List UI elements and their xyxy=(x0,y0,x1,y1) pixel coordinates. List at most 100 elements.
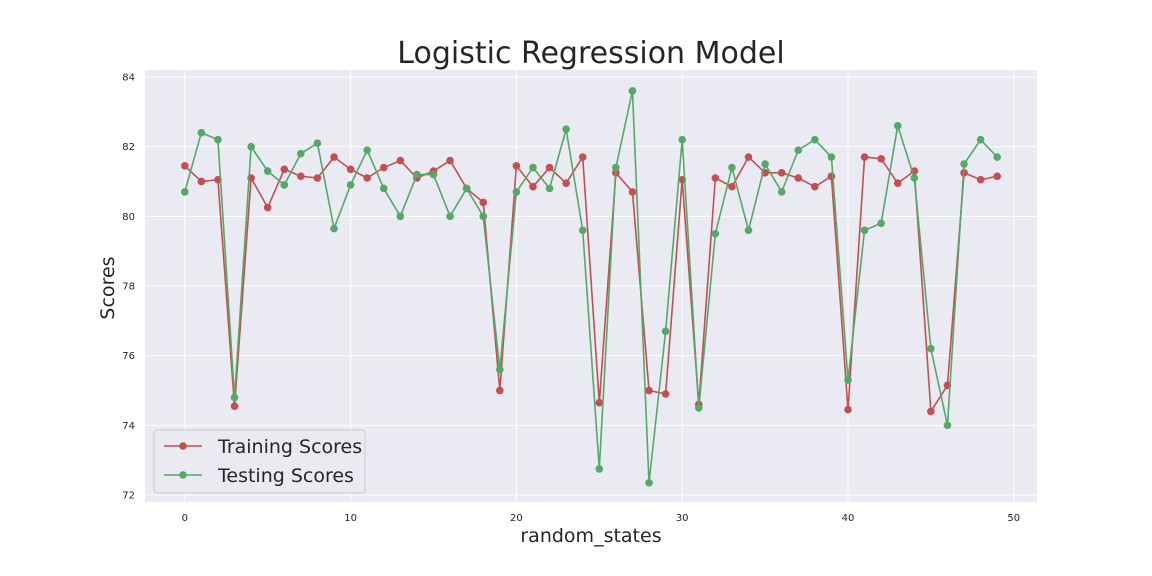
data-point-testing-scores xyxy=(744,226,753,235)
x-tick-label: 30 xyxy=(676,513,689,524)
data-point-training-scores xyxy=(346,165,355,174)
data-point-testing-scores xyxy=(446,212,454,221)
data-point-testing-scores xyxy=(761,160,769,168)
data-point-testing-scores xyxy=(413,170,421,179)
y-tick-label: 80 xyxy=(122,212,135,223)
data-point-testing-scores xyxy=(877,219,885,228)
data-point-testing-scores xyxy=(811,135,819,144)
data-point-training-scores xyxy=(280,165,289,174)
data-point-testing-scores xyxy=(794,146,803,154)
data-point-testing-scores xyxy=(976,135,985,144)
data-point-training-scores xyxy=(297,172,305,181)
data-point-training-scores xyxy=(976,175,985,184)
data-point-testing-scores xyxy=(379,184,388,193)
data-point-training-scores xyxy=(512,162,521,170)
data-point-testing-scores xyxy=(330,224,338,233)
data-point-training-scores xyxy=(446,156,454,165)
data-point-training-scores xyxy=(545,163,554,172)
data-point-training-scores xyxy=(396,156,405,165)
data-point-training-scores xyxy=(827,172,836,181)
x-tick-label: 10 xyxy=(344,513,357,524)
data-point-training-scores xyxy=(860,153,869,161)
data-point-testing-scores xyxy=(529,163,537,172)
legend-marker-testing xyxy=(179,471,187,479)
data-point-training-scores xyxy=(379,163,388,172)
data-point-training-scores xyxy=(844,405,852,414)
legend-label-testing: Testing Scores xyxy=(217,465,354,487)
data-point-testing-scores xyxy=(396,212,405,221)
data-point-training-scores xyxy=(578,153,587,161)
data-point-training-scores xyxy=(927,407,935,416)
legend: Training Scores Testing Scores xyxy=(153,429,366,494)
data-point-testing-scores xyxy=(960,160,968,168)
data-point-training-scores xyxy=(263,203,272,212)
series-line-training-scores xyxy=(184,156,998,413)
data-point-training-scores xyxy=(313,174,322,182)
data-point-testing-scores xyxy=(645,479,653,487)
legend-marker-training xyxy=(179,442,187,450)
data-point-testing-scores xyxy=(578,226,587,235)
data-point-testing-scores xyxy=(346,181,355,189)
data-point-testing-scores xyxy=(728,163,736,172)
data-point-training-scores xyxy=(811,182,819,191)
y-tick-label: 82 xyxy=(122,142,135,153)
data-point-testing-scores xyxy=(927,344,935,353)
data-point-testing-scores xyxy=(844,376,852,384)
data-point-testing-scores xyxy=(993,153,1002,161)
data-point-testing-scores xyxy=(297,149,305,158)
x-tick-label: 50 xyxy=(1007,513,1020,524)
x-tick-label: 40 xyxy=(842,513,855,524)
data-point-testing-scores xyxy=(827,153,836,161)
data-point-testing-scores xyxy=(313,139,322,147)
legend-box xyxy=(153,429,366,494)
data-point-training-scores xyxy=(479,198,488,207)
data-point-training-scores xyxy=(230,402,239,410)
data-point-training-scores xyxy=(744,153,753,161)
data-point-testing-scores xyxy=(496,365,504,374)
data-point-training-scores xyxy=(628,188,637,196)
data-point-testing-scores xyxy=(263,167,272,175)
data-point-testing-scores xyxy=(777,188,786,196)
x-tick-labels: 0 10 20 30 40 50 xyxy=(182,513,1021,524)
data-point-testing-scores xyxy=(910,174,919,182)
data-point-training-scores xyxy=(496,386,504,395)
data-point-testing-scores xyxy=(479,212,488,221)
data-point-training-scores xyxy=(180,162,189,170)
data-point-testing-scores xyxy=(230,393,239,402)
data-point-training-scores xyxy=(728,182,736,191)
data-point-testing-scores xyxy=(214,135,222,144)
data-point-testing-scores xyxy=(197,128,206,137)
data-point-testing-scores xyxy=(893,121,902,130)
data-point-testing-scores xyxy=(678,135,686,144)
x-tick-label: 20 xyxy=(510,513,523,524)
data-point-testing-scores xyxy=(628,87,637,95)
y-tick-label: 72 xyxy=(122,491,135,502)
data-point-training-scores xyxy=(877,155,885,163)
data-point-training-scores xyxy=(330,153,338,161)
data-point-testing-scores xyxy=(661,327,670,336)
data-point-testing-scores xyxy=(612,163,620,172)
data-point-training-scores xyxy=(197,177,206,186)
data-point-testing-scores xyxy=(711,229,720,238)
data-point-training-scores xyxy=(363,174,371,182)
data-point-testing-scores xyxy=(943,421,952,430)
data-point-training-scores xyxy=(661,390,670,398)
data-point-testing-scores xyxy=(595,465,604,473)
data-point-training-scores xyxy=(993,172,1002,181)
y-axis-title: Scores xyxy=(97,256,119,319)
y-tick-labels: 72 74 76 78 80 82 84 xyxy=(122,72,135,501)
series-layer xyxy=(180,87,1002,487)
data-point-testing-scores xyxy=(512,188,521,196)
y-tick-label: 84 xyxy=(122,72,135,83)
data-point-testing-scores xyxy=(280,181,289,189)
y-tick-label: 74 xyxy=(122,421,135,432)
data-point-training-scores xyxy=(529,182,537,191)
x-axis-title: random_states xyxy=(520,525,661,547)
data-point-testing-scores xyxy=(429,170,438,179)
data-point-training-scores xyxy=(595,398,604,407)
data-point-training-scores xyxy=(794,174,803,182)
data-point-testing-scores xyxy=(860,226,869,235)
data-point-training-scores xyxy=(562,179,570,188)
data-point-testing-scores xyxy=(247,142,255,151)
